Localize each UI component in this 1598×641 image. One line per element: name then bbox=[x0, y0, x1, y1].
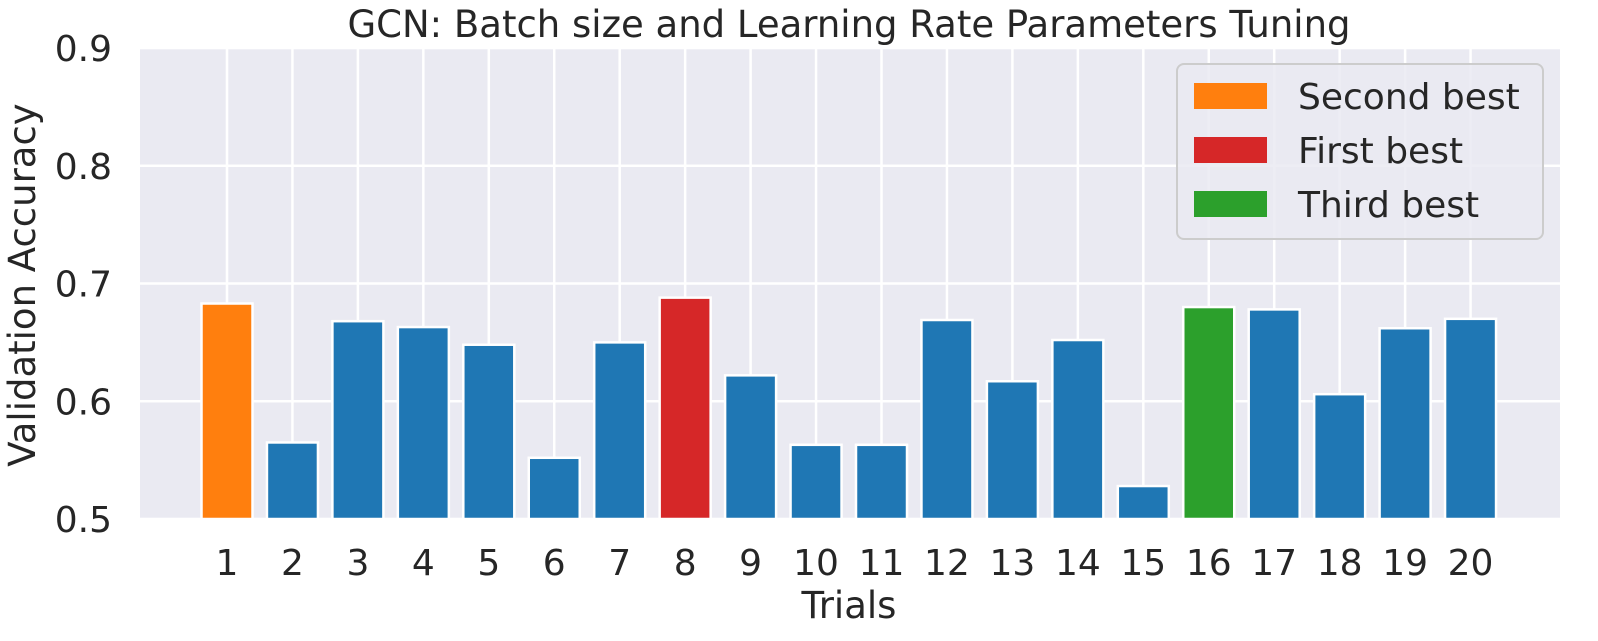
bar-trial-15 bbox=[1116, 484, 1171, 521]
bar-trial-9 bbox=[723, 374, 778, 521]
x-tick-label: 11 bbox=[859, 543, 905, 584]
bar-trial-7 bbox=[592, 341, 647, 521]
bar-trial-13 bbox=[985, 379, 1040, 521]
bar-trial-11 bbox=[854, 443, 909, 521]
x-tick-label: 3 bbox=[346, 543, 369, 584]
bar-trial-6 bbox=[527, 456, 581, 521]
legend-swatch-third bbox=[1194, 191, 1267, 217]
legend: Second best First best Third best bbox=[1176, 63, 1544, 240]
legend-label-second: Second best bbox=[1298, 77, 1520, 118]
legend-swatch-first bbox=[1194, 137, 1267, 163]
x-tick-label: 17 bbox=[1251, 543, 1297, 584]
y-axis-label: Validation Accuracy bbox=[1, 103, 44, 466]
x-axis-ticks: 1 2 3 4 5 6 7 8 9 10 11 12 13 14 15 16 17 18 19 20 bbox=[216, 543, 1494, 584]
y-tick-label: 0.6 bbox=[55, 382, 112, 423]
bar-trial-5 bbox=[462, 343, 516, 521]
y-axis-ticks: 0.5 0.6 0.7 0.8 0.9 bbox=[55, 29, 112, 541]
bar-trial-1 bbox=[200, 302, 254, 521]
x-tick-label: 2 bbox=[281, 543, 304, 584]
x-tick-label: 4 bbox=[412, 543, 435, 584]
bar-trial-3 bbox=[331, 319, 385, 521]
bar-trial-16 bbox=[1182, 305, 1236, 521]
x-tick-label: 13 bbox=[989, 543, 1035, 584]
x-tick-label: 6 bbox=[543, 543, 566, 584]
x-tick-label: 18 bbox=[1317, 543, 1363, 584]
bar-trial-12 bbox=[920, 318, 974, 521]
y-tick-label: 0.9 bbox=[55, 29, 112, 70]
bar-trial-17 bbox=[1247, 308, 1301, 521]
x-tick-label: 12 bbox=[924, 543, 970, 584]
x-tick-label: 5 bbox=[477, 543, 500, 584]
bar-trial-20 bbox=[1443, 317, 1498, 521]
bar-trial-4 bbox=[396, 325, 451, 521]
x-tick-label: 15 bbox=[1120, 543, 1166, 584]
x-tick-label: 1 bbox=[216, 543, 239, 584]
bar-trial-2 bbox=[265, 441, 320, 521]
x-tick-label: 8 bbox=[674, 543, 697, 584]
x-tick-label: 7 bbox=[608, 543, 631, 584]
legend-label-third: Third best bbox=[1297, 185, 1479, 226]
y-tick-label: 0.8 bbox=[55, 147, 112, 188]
bar-trial-10 bbox=[789, 443, 843, 521]
x-tick-label: 9 bbox=[739, 543, 762, 584]
bar-trial-19 bbox=[1378, 326, 1432, 521]
x-tick-label: 14 bbox=[1055, 543, 1101, 584]
y-tick-label: 0.7 bbox=[55, 265, 112, 306]
bars bbox=[200, 296, 1498, 521]
legend-frame bbox=[1176, 63, 1544, 240]
bar-trial-18 bbox=[1312, 392, 1367, 521]
bar-trial-8 bbox=[658, 296, 712, 521]
x-tick-label: 16 bbox=[1186, 543, 1232, 584]
bar-trial-14 bbox=[1051, 338, 1105, 521]
x-axis-label: Trials bbox=[801, 584, 897, 627]
legend-swatch-second bbox=[1194, 83, 1267, 109]
grid bbox=[140, 46, 1560, 521]
chart-title: GCN: Batch size and Learning Rate Parame… bbox=[347, 3, 1350, 46]
y-tick-label: 0.5 bbox=[55, 500, 112, 541]
x-tick-label: 19 bbox=[1382, 543, 1428, 584]
legend-label-first: First best bbox=[1298, 131, 1463, 172]
x-tick-label: 10 bbox=[793, 543, 839, 584]
x-tick-label: 20 bbox=[1448, 543, 1494, 584]
